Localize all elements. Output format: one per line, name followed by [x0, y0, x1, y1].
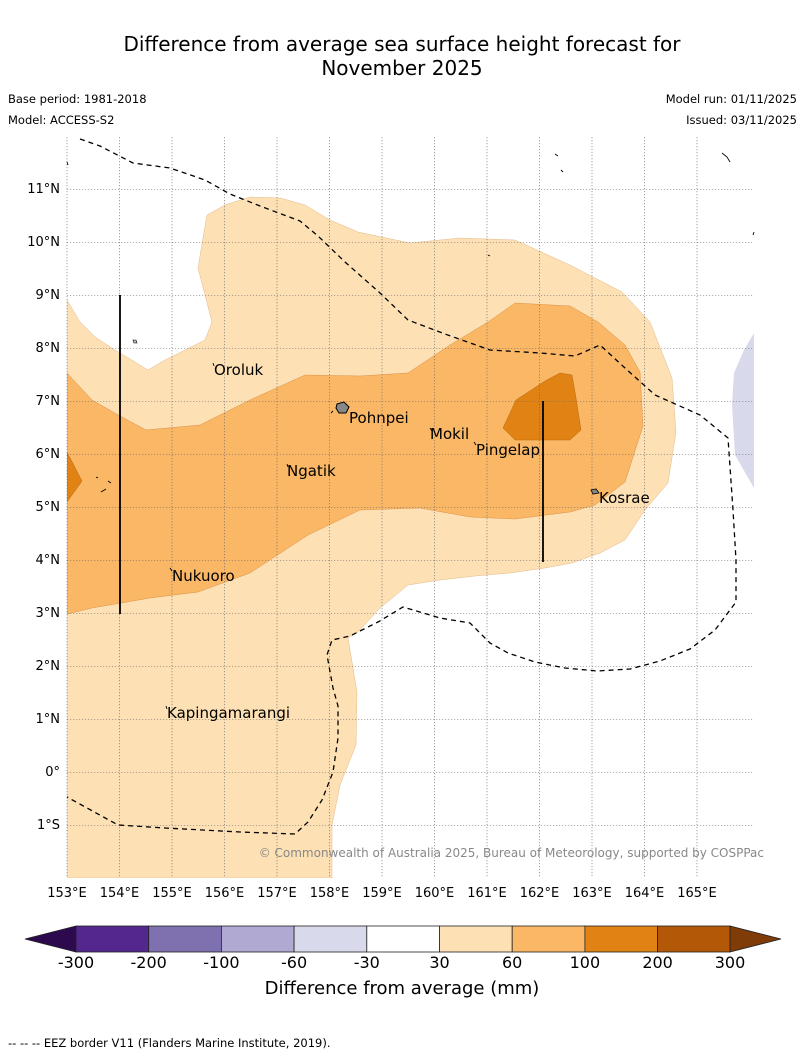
colorbar-tick: 200: [642, 953, 673, 972]
lat-label: 4°N: [36, 553, 61, 568]
eez-legend-note: -- -- -- EEZ border V11 (Flanders Marine…: [8, 1036, 331, 1050]
label-mokil: Mokil: [430, 425, 469, 443]
lon-label: 154°E: [100, 886, 140, 901]
base-period: Base period: 1981-2018: [8, 92, 147, 106]
islands: [66, 152, 755, 710]
lon-label: 159°E: [362, 886, 402, 901]
lat-label: 7°N: [36, 394, 61, 409]
small-island: [132, 339, 138, 344]
lon-label: 164°E: [625, 886, 665, 901]
model-name: Model: ACCESS-S2: [8, 113, 115, 127]
lat-label: 0°: [45, 765, 60, 780]
map-title-line2: November 2025: [321, 56, 483, 80]
colorbar-swatch: [584, 925, 659, 953]
colorbar-swatch: [439, 925, 513, 953]
lon-label: 157°E: [257, 886, 297, 901]
map-title: Difference from average sea surface heig…: [0, 32, 804, 80]
lon-label: 160°E: [415, 886, 455, 901]
colorbar-swatch: [511, 925, 586, 953]
latitude-labels: 11°N 10°N 9°N 8°N 7°N 6°N 5°N 4°N 3°N 2°…: [27, 182, 60, 833]
lon-label: 153°E: [47, 886, 87, 901]
lat-label: 10°N: [27, 235, 60, 250]
reef-islets: [66, 152, 755, 493]
colorbar-tick: 300: [714, 953, 746, 972]
label-oroluk: Oroluk: [214, 361, 263, 379]
lat-label: 5°N: [36, 500, 61, 515]
colorbar-swatch: [657, 925, 731, 953]
lon-label: 155°E: [152, 886, 192, 901]
lon-label: 161°E: [467, 886, 507, 901]
colorbar-swatch: [366, 925, 440, 953]
lon-label: 156°E: [205, 886, 245, 901]
colorbar-tick: 30: [429, 953, 450, 972]
model-run: Model run: 01/11/2025: [665, 92, 797, 106]
issued-date: Issued: 03/11/2025: [686, 113, 797, 127]
lat-label: 8°N: [36, 341, 61, 356]
place-labels: Oroluk Pohnpei Mokil Pingelap Ngatik Kos…: [167, 361, 650, 722]
label-pohnpei: Pohnpei: [349, 409, 409, 427]
colorbar-over-arrow: [729, 925, 782, 953]
lat-label: 1°S: [37, 818, 60, 833]
anomaly-band-100-200-east: [502, 372, 582, 441]
lon-label: 165°E: [677, 886, 717, 901]
label-kosrae: Kosrae: [599, 489, 650, 507]
colorbar-under-arrow: [24, 925, 77, 953]
colorbar-swatch: [293, 925, 368, 953]
lon-label: 158°E: [310, 886, 350, 901]
lon-label: 163°E: [572, 886, 612, 901]
map-title-line1: Difference from average sea surface heig…: [123, 32, 681, 56]
graticule: [66, 137, 754, 878]
lat-label: 1°N: [36, 712, 61, 727]
atoll-markers: [165, 362, 477, 710]
anomaly-band-100-200-west: [67, 451, 83, 503]
colorbar-tick: -300: [57, 953, 95, 972]
anomaly-band-60-100: [67, 302, 644, 615]
label-kapingamarangi: Kapingamarangi: [167, 704, 290, 722]
pohnpei-island: [335, 401, 350, 414]
anomaly-band-negative-east: [732, 333, 754, 488]
lat-label: 11°N: [27, 182, 60, 197]
colorbar-title: Difference from average (mm): [264, 978, 540, 999]
colorbar-tick: 60: [502, 953, 523, 972]
label-pingelap: Pingelap: [476, 441, 540, 459]
colorbar-tick: -100: [203, 953, 240, 972]
lat-label: 9°N: [36, 288, 61, 303]
longitude-labels: 153°E 154°E 155°E 156°E 157°E 158°E 159°…: [47, 886, 717, 901]
colorbar-tick: -200: [130, 953, 167, 972]
copyright-notice: © Commonwealth of Australia 2025, Bureau…: [259, 846, 764, 860]
colorbar-tick: -60: [281, 953, 308, 972]
colorbar: [24, 925, 782, 953]
label-ngatik: Ngatik: [287, 462, 336, 480]
colorbar-swatch: [75, 925, 150, 953]
label-nukuoro: Nukuoro: [172, 567, 235, 585]
lat-label: 6°N: [36, 447, 61, 462]
colorbar-tick: 100: [569, 953, 601, 972]
colorbar-swatch: [148, 925, 222, 953]
colorbar-tick: -30: [353, 953, 380, 972]
lat-label: 2°N: [36, 659, 61, 674]
colorbar-swatch: [220, 925, 295, 953]
lat-label: 3°N: [36, 606, 61, 621]
lon-label: 162°E: [520, 886, 560, 901]
eez-border: [67, 138, 737, 835]
kosrae-island: [590, 488, 600, 495]
